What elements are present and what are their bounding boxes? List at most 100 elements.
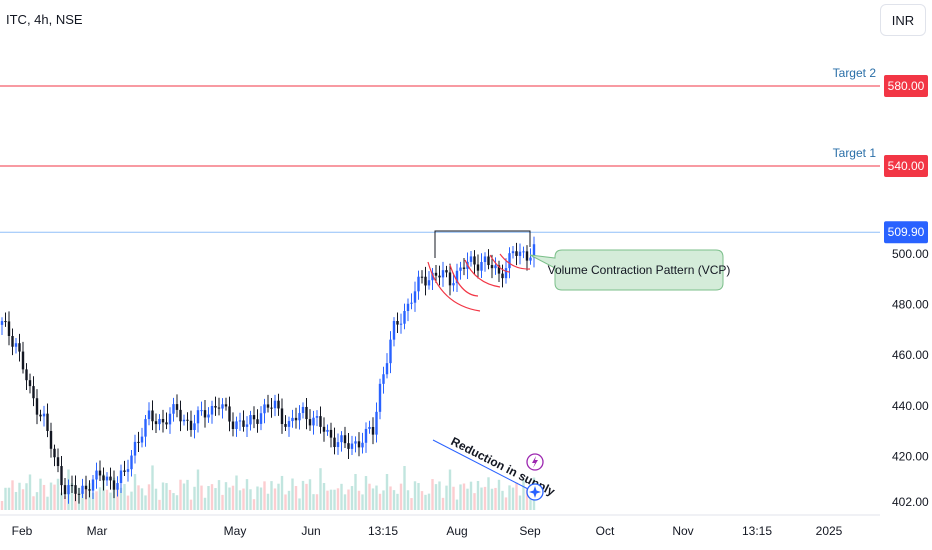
volume-bar (350, 486, 354, 510)
volume-bar (525, 487, 529, 510)
volume-bar (462, 483, 466, 510)
volume-bar (186, 479, 189, 510)
candle-body (483, 256, 487, 263)
candle-body (511, 251, 515, 254)
candles (0, 236, 536, 504)
price-axis[interactable]: 402.00 420.00 440.00 460.00 480.00 500.00 580.… (884, 75, 929, 509)
candle-body (322, 426, 326, 432)
volume-bar (270, 481, 273, 510)
target-price-tag (884, 155, 928, 177)
volume-bar (396, 493, 399, 510)
currency-button[interactable]: INR (880, 4, 926, 36)
volume-bar (452, 486, 455, 510)
candle-body (98, 470, 102, 476)
volume-bar (63, 496, 67, 510)
candle-body (294, 417, 298, 421)
axis-settings-area[interactable] (880, 520, 930, 550)
candle-body (147, 410, 151, 420)
volume-bar (235, 475, 238, 510)
volume-bar (126, 495, 130, 510)
volume-bar (361, 494, 364, 510)
volume-bar (140, 488, 144, 510)
candle-body (375, 411, 378, 435)
price-tick-label: 440.00 (892, 399, 929, 413)
supply-trend-line (432, 439, 531, 491)
candle-body (238, 420, 242, 422)
target-label: Target 2 (833, 66, 877, 80)
candle-body (105, 476, 109, 481)
contraction-arc (489, 254, 511, 273)
candle-body (112, 480, 116, 490)
candle-body (18, 343, 21, 352)
volume-bar (466, 488, 469, 510)
candle-body (333, 437, 336, 448)
candle-body (154, 421, 158, 425)
candle-body (277, 400, 280, 409)
volume-bar (277, 483, 280, 510)
volume-bar (459, 484, 462, 510)
candle-body (497, 265, 501, 274)
volume-bar (28, 474, 32, 510)
candle-body (532, 244, 536, 258)
volume-bar (399, 483, 403, 510)
volume-bar (413, 481, 417, 510)
candle-body (315, 416, 319, 418)
volume-bar (455, 499, 459, 510)
candle-body (231, 421, 235, 430)
volume-bar (364, 476, 368, 510)
candle-body (32, 386, 35, 399)
volume-bar (35, 492, 39, 510)
volume-bar (301, 480, 305, 510)
candle-body (14, 343, 18, 347)
contraction-arc (449, 264, 479, 297)
volume-bar (522, 479, 525, 510)
candle-body (60, 466, 63, 486)
volume-bar (11, 480, 14, 510)
candle-body (357, 441, 361, 448)
volume-bar (438, 481, 441, 510)
volume-bar (252, 499, 256, 510)
candle-body (228, 406, 231, 422)
volume-bar (81, 491, 84, 510)
volume-bar (214, 488, 217, 510)
lightning-glyph (532, 456, 538, 468)
volume-bar (445, 485, 448, 510)
candle-body (172, 404, 175, 414)
candle-body (480, 262, 483, 271)
volume-bar (473, 493, 476, 510)
volume-bar (420, 491, 424, 510)
volume-bar (406, 490, 410, 510)
candle-body (256, 419, 259, 424)
time-tick-label: Oct (596, 524, 615, 538)
price-tick-label: 500.00 (892, 247, 929, 261)
candle-body (74, 485, 77, 494)
candle-body (91, 479, 95, 491)
candle-body (487, 256, 490, 266)
candle-body (140, 436, 144, 443)
volume-bar (53, 484, 56, 510)
volume-bar (221, 494, 224, 510)
candle-body (382, 374, 385, 384)
volume-bar (147, 484, 151, 510)
candle-body (88, 489, 91, 491)
candle-body (224, 404, 228, 407)
candle-body (525, 251, 529, 261)
candle-body (431, 272, 434, 281)
volume-bar (182, 483, 186, 510)
volume-bar (14, 491, 18, 510)
time-axis[interactable]: Feb Mar May Jun 13:15 Aug Sep Oct Nov 13:15 2025 (0, 514, 880, 538)
candle-body (214, 405, 217, 408)
candle-body (186, 419, 189, 421)
volume-bar (497, 479, 501, 510)
time-tick-label: Aug (446, 524, 467, 538)
volume-bar (469, 481, 473, 510)
volume-bar (434, 484, 438, 510)
candle-body (235, 421, 238, 430)
price-tick-label: 402.00 (892, 495, 929, 509)
volume-bar (518, 495, 522, 510)
candle-body (21, 351, 25, 370)
volume-bar (322, 483, 326, 510)
candle-body (448, 272, 452, 286)
time-tick-label: 13:15 (742, 524, 772, 538)
